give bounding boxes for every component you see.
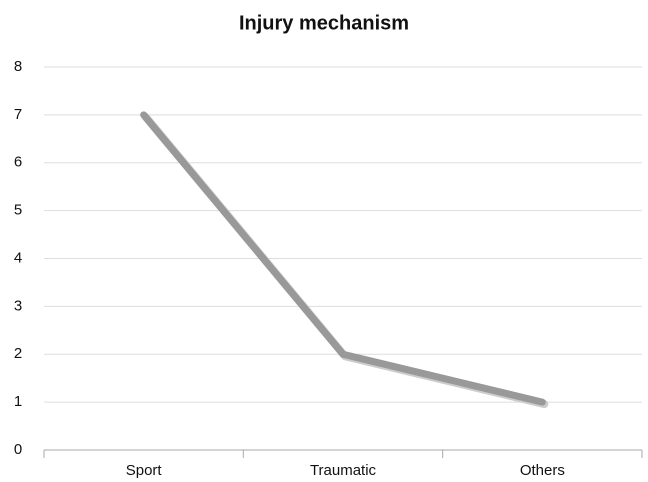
- y-tick-label: 1: [14, 393, 22, 410]
- y-tick-label: 6: [14, 154, 22, 171]
- y-tick-label: 7: [14, 106, 22, 123]
- y-tick-label: 5: [14, 202, 22, 219]
- x-tick-label: Sport: [126, 462, 163, 479]
- y-tick-label: 8: [14, 58, 22, 75]
- y-tick-label: 3: [14, 297, 22, 314]
- y-tick-label: 4: [14, 249, 22, 266]
- x-tick-label: Others: [520, 462, 565, 479]
- line: [140, 111, 546, 406]
- line-shadow: [141, 112, 549, 409]
- chart-title: Injury mechanism: [239, 12, 409, 34]
- y-tick-label: 2: [14, 345, 22, 362]
- x-tick-label: Traumatic: [310, 462, 377, 479]
- y-tick-label: 0: [14, 441, 22, 458]
